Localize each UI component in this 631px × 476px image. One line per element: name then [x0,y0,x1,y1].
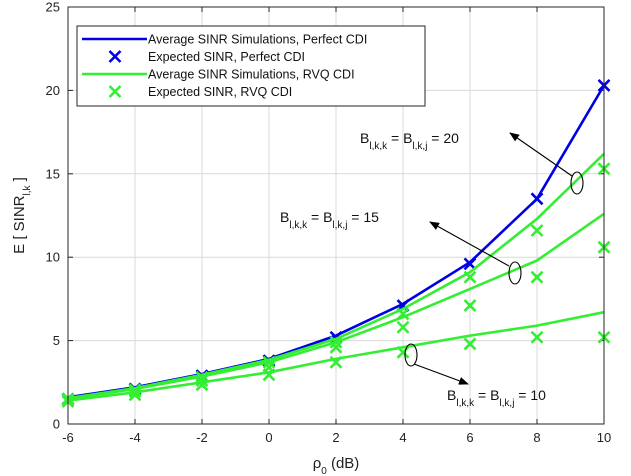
data-point-marker [329,335,343,349]
axes-frame [67,6,605,425]
data-point-marker [530,330,544,344]
x-tick-label: -2 [196,430,208,445]
y-axis-label: E [ SINRl,k ] [11,177,33,254]
data-point-marker [329,355,343,369]
data-point-marker [262,368,276,382]
data-point-marker [463,299,477,312]
annotation-ellipse [508,261,522,285]
data-point-marker [396,320,410,334]
legend-marker-swatch [108,85,122,98]
annotation-arrow [429,221,510,267]
x-tick-label: 6 [466,430,473,445]
y-tick-label: 25 [46,0,60,15]
annotation-label: Bl,k,k = Bl,k,j = 10 [447,387,546,409]
data-point-marker [262,355,276,369]
legend-marker-swatch [108,50,122,63]
y-tick-label: 10 [46,250,60,265]
data-point-marker [463,270,477,284]
data-point-marker [530,270,544,284]
legend-entry-label: Average SINR Simulations, RVQ CDI [148,68,355,82]
x-tick-label: -4 [129,430,141,445]
x-tick-label: -6 [62,430,74,445]
y-tick-label: 5 [53,333,60,348]
data-point-marker [463,337,477,351]
y-tick-label: 0 [53,417,60,432]
data-point-marker [128,388,142,402]
legend: Average SINR Simulations, Perfect CDI Exp… [76,25,426,107]
legend-entry-label: Average SINR Simulations, Perfect CDI [148,33,367,47]
annotation-b15: Bl,k,k = Bl,k,j = 15 [280,209,522,285]
y-tick-label: 20 [46,83,60,98]
data-point-marker [329,340,343,354]
annotation-label: Bl,k,k = Bl,k,j = 15 [280,209,379,231]
annotation-arrow [509,132,573,177]
x-tick-label: 10 [597,430,611,445]
y-tick-label: 15 [46,166,60,181]
x-tick-label: 2 [332,430,339,445]
annotation-b20: Bl,k,k = Bl,k,j = 20 [360,130,584,195]
annotation-b10: Bl,k,k = Bl,k,j = 10 [404,343,546,409]
annotation-ellipse [570,171,584,195]
legend-entry-label: Expected SINR, RVQ CDI [148,85,292,99]
legend-entry-label: Expected SINR, Perfect CDI [148,50,305,64]
annotation-label: Bl,k,k = Bl,k,j = 20 [360,130,459,152]
x-tick-label: 8 [533,430,540,445]
data-point-marker [195,374,209,388]
data-point-marker [195,378,209,392]
x-tick-label: 0 [265,430,272,445]
annotation-arrow [413,363,469,385]
series-line-4 [67,310,605,402]
x-axis-label: ρ0 (dB) [313,455,360,476]
data-point-marker [463,257,477,271]
data-point-marker [396,307,410,321]
x-tick-label: 4 [399,430,406,445]
data-point-marker [128,385,142,398]
annotation-ellipse [404,343,418,367]
series-line [67,310,605,402]
data-point-marker [530,192,544,206]
data-point-marker [530,224,544,237]
